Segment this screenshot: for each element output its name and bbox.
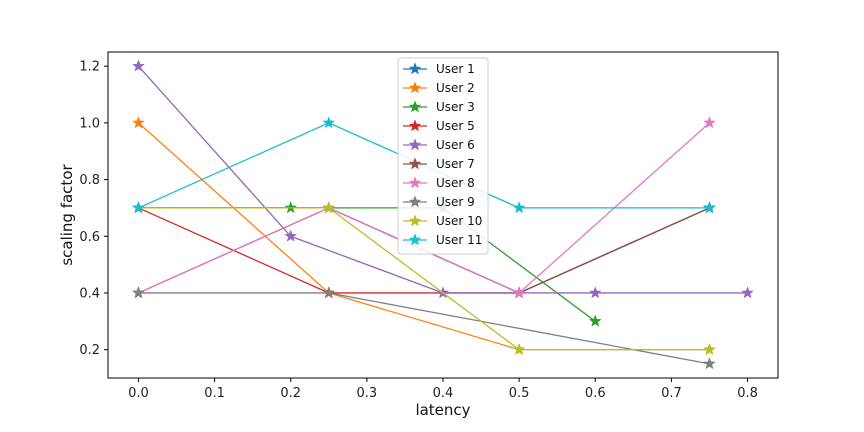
legend-item: User 10 [403, 214, 482, 228]
x-tick-label: 0.5 [509, 386, 530, 401]
legend-label: User 11 [436, 233, 482, 247]
legend-label: User 2 [436, 81, 475, 95]
data-point [741, 286, 754, 299]
legend-label: User 8 [436, 176, 475, 190]
y-tick-label: 1.0 [79, 116, 100, 131]
legend-item: User 3 [403, 100, 475, 114]
legend-label: User 5 [436, 119, 475, 133]
data-point [703, 357, 716, 370]
x-tick-label: 0.2 [280, 386, 301, 401]
x-tick-label: 0.4 [433, 386, 454, 401]
legend-marker [408, 81, 422, 94]
y-tick-label: 0.8 [79, 173, 100, 188]
data-point [512, 286, 526, 299]
legend-marker [408, 157, 422, 170]
x-tick-label: 0.7 [661, 386, 682, 401]
data-point [132, 286, 145, 299]
data-point [322, 286, 336, 299]
x-tick-label: 0.8 [737, 386, 758, 401]
legend-label: User 7 [436, 157, 475, 171]
y-tick-label: 0.2 [79, 343, 100, 358]
legend-label: User 9 [436, 195, 475, 209]
x-axis-label: latency [415, 401, 470, 419]
legend-item: User 5 [403, 119, 475, 133]
data-point [512, 201, 526, 214]
legend-label: User 1 [436, 62, 475, 76]
series-user-9 [132, 286, 716, 370]
data-point [588, 314, 602, 327]
legend-marker [408, 138, 422, 151]
x-tick-label: 0.3 [357, 386, 378, 401]
legend-item: User 7 [403, 157, 475, 171]
legend: User 1 User 2 User 3 User 5 User 6 User 7 User… [397, 57, 489, 255]
legend-item: User 11 [403, 233, 482, 247]
data-point [132, 201, 145, 214]
legend-marker [408, 176, 422, 189]
legend-item: User 1 [403, 62, 475, 76]
ticks-layer: 0.0 0.1 0.2 0.3 0.4 0.5 0.6 0.7 0.8 0.2 0.4 0.6 0.8 1… [79, 60, 758, 401]
legend-item: User 8 [403, 176, 475, 190]
y-axis-label: scaling factor [58, 164, 76, 266]
legend-label: User 3 [436, 100, 475, 114]
y-tick-label: 1.2 [79, 60, 100, 75]
x-tick-label: 0.0 [128, 386, 149, 401]
data-point [703, 342, 716, 356]
legend-marker [408, 233, 422, 246]
legend-item: User 6 [403, 138, 475, 152]
data-point [512, 342, 526, 356]
data-point [322, 116, 336, 129]
legend-label: User 10 [436, 214, 482, 228]
data-point [703, 116, 716, 129]
series-line [138, 207, 710, 351]
legend-marker [408, 214, 422, 227]
legend-marker [408, 100, 422, 113]
data-point [322, 201, 336, 214]
x-tick-label: 0.6 [585, 386, 606, 401]
legend-item: User 2 [403, 81, 475, 95]
legend-marker [408, 119, 422, 132]
legend-label: User 6 [436, 138, 475, 152]
y-tick-label: 0.4 [79, 286, 100, 301]
x-tick-label: 0.1 [204, 386, 225, 401]
legend-marker [408, 62, 422, 75]
data-point [588, 286, 602, 299]
legend-item: User 9 [403, 195, 475, 209]
data-point [132, 59, 145, 72]
data-point [703, 201, 716, 214]
y-tick-label: 0.6 [79, 230, 100, 245]
data-point [132, 116, 145, 129]
data-point [284, 229, 298, 242]
legend-marker [408, 195, 422, 208]
